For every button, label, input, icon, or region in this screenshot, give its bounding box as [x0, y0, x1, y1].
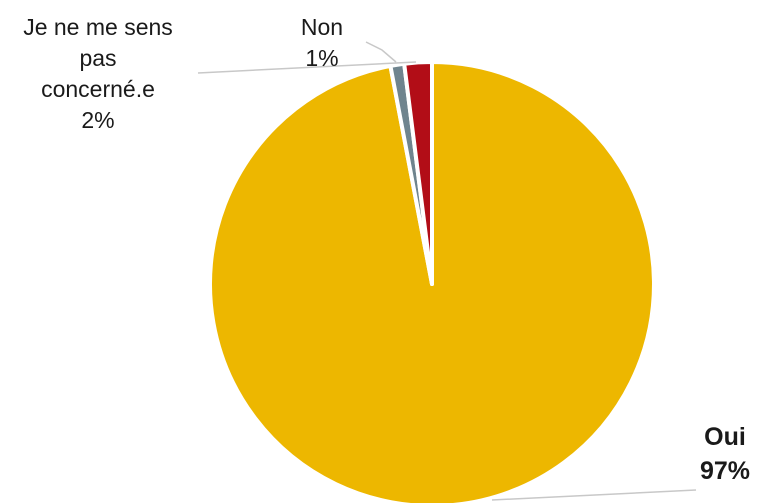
- data-label-oui-name: Oui: [704, 423, 746, 451]
- label-leader-lines: [197, 41, 697, 501]
- data-label-oui-percent: 97%: [699, 457, 751, 485]
- pie-slice-oui: [208, 60, 656, 503]
- data-label-concerne-line2: pas: [79, 45, 117, 71]
- data-label-oui: Oui 97%: [690, 420, 760, 488]
- data-label-non: Non 1%: [282, 12, 362, 74]
- data-label-non-percent: 1%: [305, 45, 339, 71]
- pie-slice-je-ne-me-sens-pas-concerne-e: [402, 60, 434, 286]
- data-label-concerne: Je ne me sens pas concerné.e 2%: [0, 12, 196, 136]
- leader-line-concerne: [197, 61, 417, 74]
- pie-slices: [208, 60, 656, 503]
- leader-line-oui: [491, 489, 697, 501]
- data-label-non-name: Non: [300, 14, 344, 40]
- data-label-concerne-line1: Je ne me sens: [23, 14, 173, 40]
- data-label-concerne-percent: 2%: [81, 107, 115, 133]
- leader-line-non: [365, 41, 397, 63]
- data-label-concerne-line3: concerné.e: [41, 76, 155, 102]
